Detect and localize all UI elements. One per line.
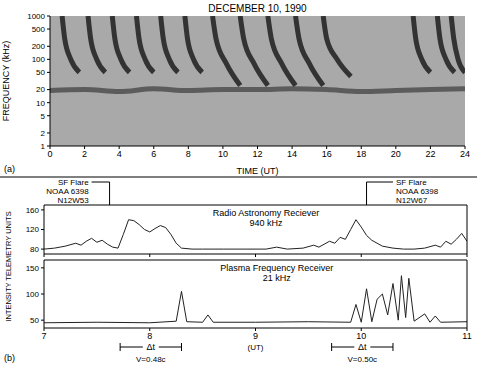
svg-text:N12W53: N12W53 xyxy=(57,196,89,205)
svg-text:10: 10 xyxy=(218,149,228,159)
svg-text:160: 160 xyxy=(26,206,40,215)
svg-text:24: 24 xyxy=(460,149,470,159)
svg-text:500: 500 xyxy=(32,25,46,34)
svg-text:V=0.50c: V=0.50c xyxy=(348,355,378,364)
svg-text:100: 100 xyxy=(26,290,40,299)
svg-text:7: 7 xyxy=(41,331,46,341)
svg-text:8: 8 xyxy=(147,331,152,341)
svg-text:SF Flare: SF Flare xyxy=(58,178,89,187)
svg-text:100: 100 xyxy=(32,55,46,64)
svg-text:Δt: Δt xyxy=(147,342,156,352)
svg-text:FREQUENCY (kHz): FREQUENCY (kHz) xyxy=(1,41,11,121)
svg-text:NOAA 6398: NOAA 6398 xyxy=(46,187,89,196)
svg-text:10: 10 xyxy=(356,331,366,341)
svg-text:(b): (b) xyxy=(4,353,15,363)
svg-text:1: 1 xyxy=(41,142,46,151)
svg-text:TIME (UT): TIME (UT) xyxy=(237,166,279,176)
svg-text:20: 20 xyxy=(391,149,401,159)
svg-text:Radio Astronomy Reciever: Radio Astronomy Reciever xyxy=(213,208,320,218)
svg-text:2: 2 xyxy=(41,129,46,138)
svg-text:10: 10 xyxy=(36,99,45,108)
svg-text:Δt: Δt xyxy=(358,342,367,352)
svg-text:8: 8 xyxy=(186,149,191,159)
svg-text:14: 14 xyxy=(287,149,297,159)
svg-text:NOAA 6398: NOAA 6398 xyxy=(396,187,439,196)
svg-text:18: 18 xyxy=(356,149,366,159)
svg-text:12: 12 xyxy=(252,149,262,159)
svg-text:50: 50 xyxy=(30,316,39,325)
svg-text:DECEMBER 10, 1990: DECEMBER 10, 1990 xyxy=(208,3,307,14)
svg-text:80: 80 xyxy=(30,245,39,254)
svg-text:N12W67: N12W67 xyxy=(396,196,428,205)
svg-text:4: 4 xyxy=(117,149,122,159)
svg-text:5: 5 xyxy=(41,112,46,121)
svg-text:22: 22 xyxy=(425,149,435,159)
svg-text:(a): (a) xyxy=(4,164,15,174)
svg-text:Plasma Frequency Receiver: Plasma Frequency Receiver xyxy=(220,263,333,273)
svg-text:200: 200 xyxy=(32,42,46,51)
svg-text:V=0.48c: V=0.48c xyxy=(136,355,166,364)
svg-text:SF Flare: SF Flare xyxy=(396,178,427,187)
svg-text:120: 120 xyxy=(26,225,40,234)
svg-text:(UT): (UT) xyxy=(248,343,264,352)
svg-text:20: 20 xyxy=(36,85,45,94)
svg-text:9: 9 xyxy=(253,331,258,341)
svg-text:150: 150 xyxy=(26,264,40,273)
svg-text:50: 50 xyxy=(36,68,45,77)
svg-text:6: 6 xyxy=(151,149,156,159)
svg-text:INTENSITY TELEMETRY UNITS: INTENSITY TELEMETRY UNITS xyxy=(4,211,13,321)
svg-text:21 kHz: 21 kHz xyxy=(263,273,292,283)
svg-text:2: 2 xyxy=(82,149,87,159)
svg-text:0: 0 xyxy=(47,149,52,159)
svg-text:940 kHz: 940 kHz xyxy=(250,218,284,228)
svg-text:16: 16 xyxy=(322,149,332,159)
svg-text:11: 11 xyxy=(462,331,471,341)
svg-text:1000: 1000 xyxy=(27,12,45,21)
